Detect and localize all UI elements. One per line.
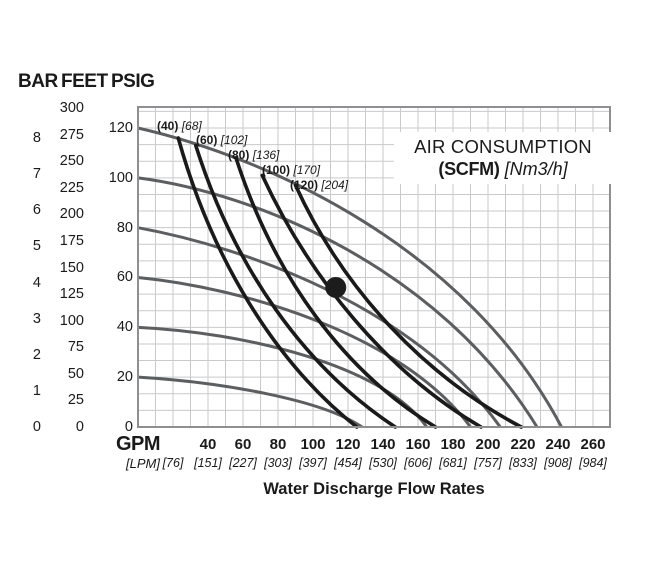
performance-curve-100psig: [137, 176, 539, 428]
operating-point-dot: [325, 276, 347, 298]
legend-nm3h: [Nm3/h]: [504, 159, 568, 179]
gpm-tick-label: 260: [580, 436, 606, 453]
gpm-tick-label: 200: [475, 436, 501, 453]
psig-axis-header: PSIG: [111, 71, 155, 92]
lpm-tick-label: [151]: [194, 456, 222, 470]
bar-tick-label: 0: [32, 419, 41, 435]
lpm-unit-label: [LPM]: [126, 456, 160, 471]
bar-tick-label: 3: [32, 310, 41, 327]
psig-tick-label: 20: [116, 369, 133, 386]
lpm-tick-label: [76]: [162, 456, 184, 470]
air-curve-120scfm: [293, 183, 524, 429]
bar-tick-label: 6: [32, 202, 41, 219]
feet-tick-label: 200: [59, 206, 84, 223]
lpm-tick-label: [757]: [474, 456, 502, 470]
psig-tick-label: 80: [116, 219, 133, 236]
air-curve-40scfm: [176, 136, 359, 429]
gpm-tick-label: 160: [405, 436, 431, 453]
lpm-tick-label: [681]: [439, 456, 467, 470]
gpm-tick-label: 120: [335, 436, 361, 453]
feet-tick-label: 75: [67, 339, 84, 356]
feet-tick-label: 250: [59, 153, 84, 170]
legend-title: AIR CONSUMPTION: [414, 136, 592, 157]
air-curve-100scfm: [260, 173, 483, 429]
lpm-tick-label: [606]: [404, 456, 432, 470]
feet-tick-label: 300: [59, 100, 84, 116]
lpm-tick-label: [397]: [299, 456, 327, 470]
lpm-tick-label: [984]: [579, 456, 607, 470]
psig-tick-label: 0: [124, 419, 133, 435]
x-axis-title: Water Discharge Flow Rates: [263, 480, 485, 498]
lpm-tick-label: [530]: [369, 456, 397, 470]
air-curve-label: (80) [136]: [228, 148, 280, 162]
air-curve-label: (40) [68]: [157, 119, 202, 133]
lpm-tick-label: [908]: [544, 456, 572, 470]
gpm-tick-label: 240: [545, 436, 571, 453]
feet-tick-label: 25: [67, 392, 84, 409]
psig-tick-label: 100: [108, 169, 133, 186]
plot-frame: [137, 106, 611, 428]
feet-tick-label: 275: [59, 126, 84, 143]
gpm-tick-label: 220: [510, 436, 536, 453]
gpm-tick-label: 40: [199, 436, 217, 453]
feet-tick-label: 100: [59, 312, 84, 329]
performance-curve-60psig: [137, 276, 472, 428]
feet-tick-label: 125: [59, 286, 84, 303]
bar-tick-label: 4: [32, 274, 41, 291]
psig-tick-label: 60: [116, 269, 133, 286]
feet-tick-label: 0: [75, 419, 84, 435]
feet-tick-label: 175: [59, 232, 84, 249]
feet-tick-label: 50: [67, 365, 84, 382]
feet-tick-label: 150: [59, 259, 84, 276]
air-curve-label: (120) [204]: [290, 178, 349, 192]
lpm-tick-label: [303]: [264, 456, 292, 470]
gpm-tick-label: 60: [234, 436, 252, 453]
bar-axis-header: BAR: [18, 71, 58, 92]
gpm-tick-label: 140: [370, 436, 396, 453]
gpm-tick-label: 80: [269, 436, 287, 453]
air-curve-label: (60) [102]: [196, 133, 248, 147]
bar-tick-label: 1: [32, 382, 41, 399]
lpm-tick-label: [227]: [229, 456, 257, 470]
feet-tick-label: 225: [59, 179, 84, 196]
gpm-unit-label: GPM: [115, 433, 161, 455]
bar-tick-label: 7: [32, 166, 41, 183]
feet-axis-header: FEET: [61, 71, 108, 92]
psig-tick-label: 40: [116, 319, 133, 336]
legend-units: (SCFM) [Nm3/h]: [394, 159, 612, 180]
gpm-tick-label: 100: [300, 436, 326, 453]
performance-curve-40psig: [137, 325, 428, 428]
lpm-tick-label: [454]: [334, 456, 362, 470]
bar-tick-label: 2: [32, 346, 41, 363]
bar-tick-label: 8: [32, 130, 41, 146]
psig-tick-label: 120: [108, 119, 133, 136]
legend-scfm: (SCFM): [438, 159, 500, 179]
air-consumption-legend: AIR CONSUMPTION (SCFM) [Nm3/h]: [394, 132, 612, 184]
air-curve-60scfm: [193, 143, 398, 429]
gpm-tick-label: 180: [440, 436, 466, 453]
air-curve-label: (100) [170]: [262, 163, 321, 177]
air-curve-80scfm: [234, 156, 438, 429]
lpm-tick-label: [833]: [509, 456, 537, 470]
bar-tick-label: 5: [32, 238, 41, 255]
